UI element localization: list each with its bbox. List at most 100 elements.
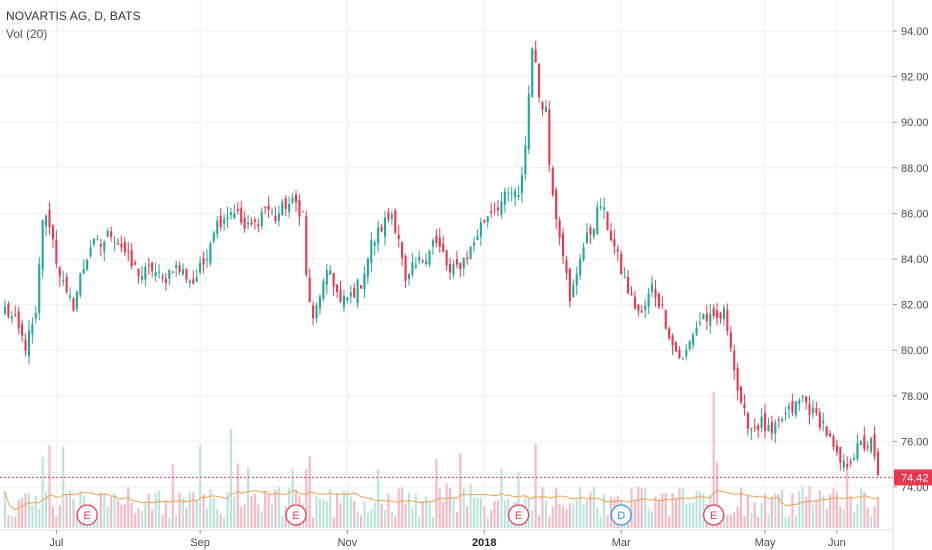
candle-body: [661, 304, 664, 306]
candle-body: [558, 220, 561, 238]
volume-bar: [38, 508, 41, 528]
chart-title: NOVARTIS AG, D, BATS: [6, 9, 141, 23]
candle-body: [322, 280, 325, 299]
volume-bar: [729, 514, 732, 528]
candle-body: [288, 203, 291, 212]
volume-bar: [199, 445, 202, 528]
volume-bar: [253, 494, 256, 528]
volume-bar: [137, 508, 140, 528]
candle-body: [329, 270, 332, 275]
candle-body: [205, 259, 209, 261]
marker-circle: [610, 504, 632, 526]
volume-bar: [17, 499, 20, 528]
candle-body: [544, 106, 547, 112]
volume-bar: [568, 503, 571, 528]
candle-body: [236, 208, 239, 211]
volume-bar: [726, 515, 729, 528]
earnings-marker[interactable]: E: [507, 504, 530, 526]
volume-bar: [767, 513, 770, 528]
candle-body: [640, 311, 643, 313]
volume-bar: [62, 446, 65, 528]
x-tick-label: Jul: [49, 537, 63, 549]
candle-body: [79, 273, 82, 296]
volume-bar: [798, 491, 801, 528]
candle-body: [644, 305, 647, 310]
volume-bar: [363, 502, 366, 528]
candle-body: [199, 262, 202, 273]
candle-body: [650, 283, 654, 292]
volume-bar: [181, 497, 185, 528]
candle-body: [548, 109, 551, 165]
candle-body: [743, 403, 746, 408]
volume-bar: [315, 496, 318, 528]
volume-bar: [291, 468, 294, 528]
candle-body: [363, 273, 366, 290]
volume-bar: [407, 492, 411, 528]
volume-bar: [377, 469, 380, 528]
candle-body: [688, 340, 691, 349]
earnings-marker[interactable]: E: [285, 504, 307, 526]
candle-body: [613, 238, 616, 247]
earnings-marker[interactable]: E: [76, 504, 98, 526]
candle-body: [531, 48, 534, 97]
volume-bar: [380, 504, 383, 528]
candle-body: [106, 231, 109, 237]
volume-bar: [120, 505, 123, 528]
candle-body: [777, 419, 780, 421]
last-price-label: 74.42: [894, 469, 932, 486]
candle-body: [301, 211, 304, 213]
volume-bar: [233, 496, 236, 528]
candle-body: [62, 280, 65, 282]
volume-bar: [10, 515, 13, 528]
volume-bar: [753, 502, 756, 528]
candle-body: [510, 192, 513, 194]
candle-body: [637, 304, 640, 311]
volume-bar: [500, 468, 503, 528]
candle-body: [825, 426, 828, 436]
candle-body: [781, 419, 784, 421]
candle-body: [34, 313, 37, 319]
candle-body: [527, 94, 530, 150]
candle-body: [490, 211, 493, 213]
earnings-marker[interactable]: E: [703, 504, 725, 526]
candle-body: [479, 221, 482, 237]
volume-bar: [161, 514, 164, 528]
candle-body: [127, 251, 130, 253]
candle-body: [157, 271, 161, 273]
candle-body: [794, 401, 797, 416]
volume-bar: [366, 512, 369, 528]
volume-bar: [640, 488, 643, 528]
candle-body: [757, 425, 760, 430]
candle-body: [599, 206, 602, 208]
candle-body: [514, 191, 517, 198]
candle-body: [733, 350, 736, 370]
candle-body: [425, 260, 428, 264]
volume-bar: [842, 509, 845, 528]
volume-bar: [585, 500, 589, 528]
volume-bar: [164, 500, 167, 528]
volume-bar: [418, 517, 421, 528]
candle-body: [175, 265, 178, 268]
volume-bar: [236, 463, 239, 528]
volume-bar: [784, 517, 787, 528]
candle-body: [120, 243, 123, 248]
volume-bar: [736, 506, 739, 528]
candle-body: [750, 429, 753, 431]
candle-body: [274, 215, 277, 222]
dividend-marker[interactable]: D: [610, 504, 632, 526]
volume-bar: [359, 515, 363, 528]
candle-body: [14, 314, 17, 316]
candle-body: [48, 210, 51, 228]
candle-body: [435, 235, 438, 243]
candle-body: [308, 277, 311, 302]
candle-body: [664, 310, 667, 329]
volume-bar: [763, 494, 767, 528]
candle-body: [144, 266, 147, 280]
volume-bar: [277, 487, 280, 528]
volume-bar: [503, 500, 506, 528]
volume-bar: [572, 505, 575, 528]
volume-bar: [318, 498, 322, 528]
candle-body: [291, 197, 294, 203]
volume-bar: [250, 496, 253, 528]
